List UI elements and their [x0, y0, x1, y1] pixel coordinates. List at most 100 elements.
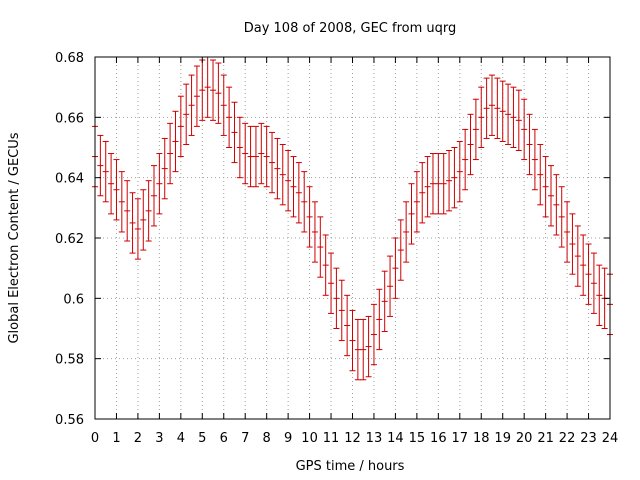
data-point: [167, 122, 174, 185]
x-tick-label: 14: [387, 431, 404, 446]
data-point: [542, 156, 549, 218]
x-tick-label: 19: [494, 431, 511, 446]
data-point: [429, 153, 436, 215]
data-point: [204, 56, 211, 118]
data-point: [145, 180, 152, 242]
x-tick-label: 5: [198, 431, 206, 446]
data-point: [419, 162, 426, 224]
data-point: [440, 153, 447, 215]
data-point: [569, 213, 576, 275]
data-point: [290, 156, 297, 218]
data-point: [537, 143, 544, 206]
data-point: [515, 89, 522, 152]
data-point: [397, 219, 404, 281]
data-point: [435, 153, 442, 215]
data-point: [531, 128, 538, 191]
x-tick-label: 8: [263, 431, 271, 446]
x-tick-label: 21: [537, 431, 554, 446]
data-point: [510, 86, 517, 148]
data-point: [403, 201, 410, 263]
data-point: [478, 86, 485, 148]
data-point: [242, 122, 249, 185]
data-point: [183, 83, 190, 145]
data-point: [108, 153, 115, 215]
data-point: [472, 98, 479, 161]
data-point: [467, 113, 474, 176]
data-point: [226, 86, 233, 148]
data-point: [317, 216, 324, 278]
y-tick-label: 0.62: [55, 232, 84, 247]
x-tick-label: 20: [516, 431, 533, 446]
data-point: [596, 264, 603, 326]
x-tick-label: 3: [155, 431, 163, 446]
x-tick-label: 10: [301, 431, 318, 446]
data-point: [376, 288, 383, 351]
data-point: [161, 137, 168, 200]
data-point: [269, 131, 276, 194]
y-tick-label: 0.58: [55, 353, 84, 368]
x-tick-label: 6: [220, 431, 228, 446]
data-point: [344, 294, 351, 357]
data-point: [263, 125, 270, 188]
data-point: [413, 171, 420, 233]
data-point: [574, 225, 581, 287]
x-tick-label: 23: [580, 431, 597, 446]
data-point: [279, 143, 286, 206]
data-point: [451, 147, 458, 209]
data-point: [408, 183, 415, 245]
data-point: [333, 267, 340, 329]
x-tick-label: 0: [91, 431, 99, 446]
data-point: [215, 62, 222, 124]
data-point: [231, 101, 238, 164]
data-point: [365, 315, 372, 378]
data-series: [92, 56, 613, 381]
x-tick-label: 4: [177, 431, 185, 446]
data-point: [328, 252, 335, 314]
data-point: [392, 237, 399, 299]
data-point: [172, 110, 179, 173]
data-point: [456, 140, 463, 203]
x-tick-label: 16: [430, 431, 447, 446]
data-point: [311, 201, 318, 263]
x-tick-labels: 0 1 2 3 4 5 6 7 8 9 10 11 12 13 14 15 16 17 18 19 20 21 22 23 24: [91, 431, 618, 446]
data-point: [462, 128, 469, 191]
data-point: [349, 309, 356, 372]
data-point: [306, 186, 313, 248]
data-point: [521, 98, 528, 161]
data-point: [301, 171, 308, 233]
data-point: [252, 125, 259, 188]
data-point: [129, 192, 136, 254]
data-point: [360, 318, 367, 381]
x-tick-label: 12: [344, 431, 361, 446]
data-point: [151, 165, 158, 227]
y-tick-label: 0.6: [63, 292, 84, 307]
data-point: [177, 95, 184, 158]
x-tick-label: 13: [366, 431, 383, 446]
data-point: [590, 252, 597, 314]
data-point: [113, 159, 120, 221]
data-point: [526, 113, 533, 176]
data-point: [236, 116, 243, 179]
data-point: [193, 65, 200, 127]
data-point: [97, 134, 104, 197]
data-point: [580, 234, 587, 296]
data-point: [564, 201, 571, 263]
data-point: [140, 189, 147, 251]
y-tick-label: 0.66: [55, 111, 84, 126]
data-point: [381, 270, 388, 333]
y-axis-label: Global Electron Content / GECUs: [7, 132, 22, 343]
data-point: [424, 156, 431, 218]
x-tick-label: 7: [241, 431, 249, 446]
data-point: [354, 318, 361, 381]
x-tick-label: 22: [559, 431, 576, 446]
data-point: [188, 74, 195, 136]
data-point: [322, 234, 329, 296]
x-tick-label: 9: [284, 431, 292, 446]
x-tick-label: 1: [112, 431, 120, 446]
data-point: [338, 279, 345, 342]
chart-title: Day 108 of 2008, GEC from uqrg: [244, 21, 457, 36]
data-point: [558, 186, 565, 248]
data-point: [547, 165, 554, 227]
data-point: [124, 180, 131, 242]
